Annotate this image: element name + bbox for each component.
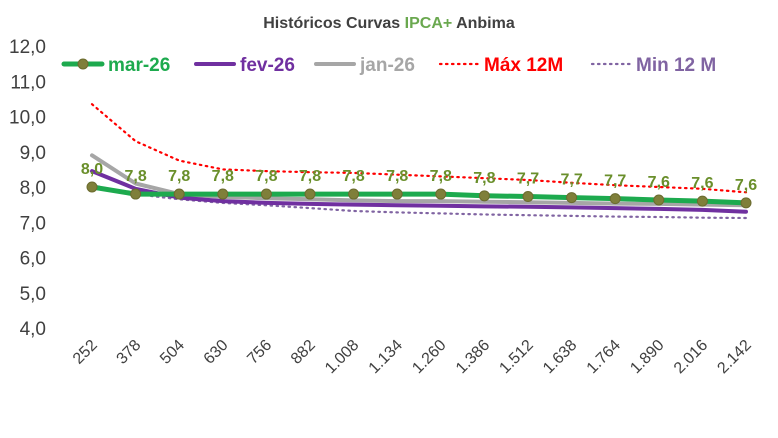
data-label: 7,7 [517,171,539,188]
x-tick-label: 2.142 [714,337,754,377]
series-point [609,193,621,205]
data-label: 7,6 [735,177,757,194]
data-label: 7,8 [255,168,277,185]
y-tick-label: 8,0 [20,178,46,199]
data-label: 7,6 [648,174,670,191]
data-label: 7,8 [342,168,364,185]
series-point [391,188,403,200]
series-point [173,188,185,200]
series-point [696,195,708,207]
data-label: 7,8 [386,168,408,185]
series-point [217,188,229,200]
x-tick-label: 1.638 [540,337,580,377]
series-point [86,181,98,193]
legend-marker [77,58,89,70]
data-label: 7,6 [691,175,713,192]
x-tick-label: 1.512 [496,337,536,377]
x-tick-label: 630 [201,337,232,368]
series-point [522,191,534,203]
series-point [478,190,490,202]
data-label: 7,8 [430,168,452,185]
x-tick-label: 1.890 [627,337,667,377]
x-axis: 252 378 504 630 756 882 1.008 1.134 1.260 1.386 1.… [70,337,755,377]
series-point [740,197,752,209]
series-point [260,188,272,200]
x-tick-label: 504 [157,337,188,368]
x-tick-label: 2.016 [671,337,711,377]
y-tick-label: 6,0 [20,249,46,270]
series-line-fev-26 [90,169,748,214]
y-tick-label: 7,0 [20,213,46,234]
series-point [348,188,360,200]
data-label: 7,8 [473,170,495,187]
y-tick-label: 9,0 [20,143,46,164]
legend-label: mar-26 [108,55,170,76]
x-tick-label: 252 [70,337,101,368]
series-line-mar-26 [89,184,749,206]
x-tick-label: 1.008 [322,337,362,377]
x-tick-label: 1.764 [584,337,624,377]
series-point [566,192,578,204]
y-tick-label: 12,0 [9,37,46,58]
legend: mar-26 fev-26 jan-26 Máx 12M Min 12 M [61,55,716,76]
x-tick-label: 1.386 [453,337,493,377]
data-label: 7,8 [299,168,321,185]
data-labels: 8,0 7,8 7,8 7,8 7,8 7,8 7,8 7,8 7,8 7,8 7,7 7,7 7,7 7… [81,161,757,194]
x-tick-label: 1.134 [366,337,406,377]
y-axis: 4,0 5,0 6,0 7,0 8,0 9,0 10,0 11,0 12,0 [9,37,46,340]
data-label: 7,8 [212,168,234,185]
y-tick-label: 11,0 [10,72,46,93]
data-label: 7,8 [124,168,146,185]
y-tick-label: 5,0 [20,284,46,305]
x-tick-label: 756 [244,337,275,368]
legend-label: Min 12 M [636,55,716,76]
y-tick-label: 4,0 [20,319,46,340]
data-label: 8,0 [81,161,103,178]
data-label: 7,8 [168,168,190,185]
series-point [653,194,665,206]
series-point [435,188,447,200]
data-label: 7,7 [560,172,582,189]
series-point [304,188,316,200]
legend-label: jan-26 [359,55,415,76]
chart-title-part-2: IPCA+ [405,15,453,32]
chart-title-part-3: Anbima [452,15,515,32]
x-tick-label: 378 [114,337,145,368]
series-layer [86,103,752,220]
chart-title: Históricos Curvas IPCA+ Anbima [263,15,515,32]
legend-label: Máx 12M [484,55,563,76]
chart-title-part-1: Históricos Curvas [263,15,404,32]
legend-label: fev-26 [240,55,295,76]
series-line-m-x-12m [90,103,748,194]
x-tick-label: 1.260 [409,337,449,377]
series-point [130,188,142,200]
data-label: 7,7 [604,173,626,190]
x-tick-label: 882 [288,337,319,368]
y-tick-label: 10,0 [9,108,46,129]
